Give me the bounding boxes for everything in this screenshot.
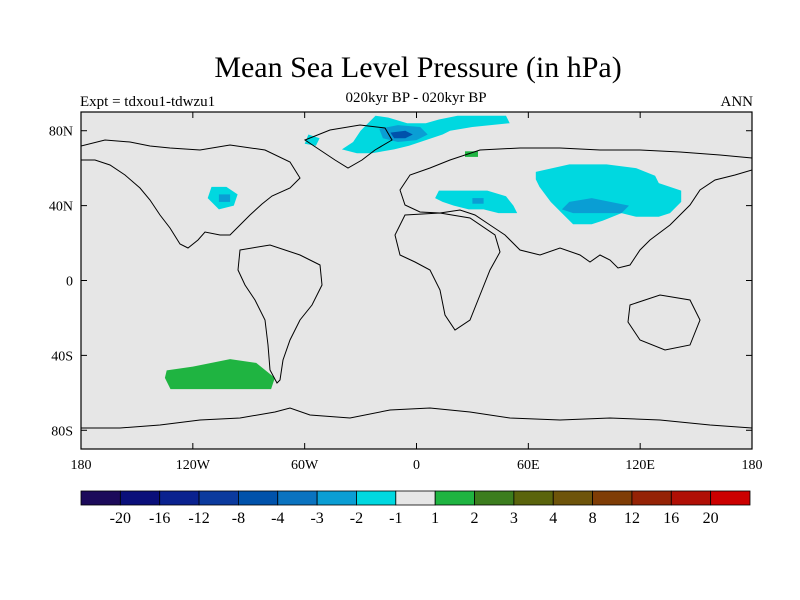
colorbar-swatch [159,490,200,506]
colorbar-label: 1 [431,510,439,527]
map-axes: 180 120W 60W 0 60E 120E 180 80N 40N 0 40S 80S [49,112,763,473]
colorbar-swatch [395,490,436,506]
colorbar-swatch [316,490,357,506]
colorbar-swatch [277,490,318,506]
colorbar-swatch [434,490,475,506]
colorbar-label: 2 [471,510,479,527]
colorbar-swatch [552,490,593,506]
anomaly-region-4 [390,130,413,139]
colorbar-label: -12 [188,510,209,527]
lon-tick-label: 60W [291,458,319,473]
coastline-greenland [303,124,393,169]
coastline-eurasia [399,147,752,269]
anomaly-region-2 [304,134,320,146]
colorbar-swatch [670,490,712,506]
colorbar-swatch [513,490,554,506]
lon-tick-label: 180 [742,458,763,473]
lon-tick-label: 180 [71,458,92,473]
lat-tick-label: 40N [49,200,73,215]
colorbar-swatch [474,490,515,506]
colorbar-label: 4 [549,510,557,527]
colorbar-swatch [356,490,397,506]
colorbar: -20 -16 -12 -8 -4 -3 -2 -1 1 2 3 4 8 12 16 20 [80,490,751,527]
lon-tick-label: 120W [176,458,211,473]
anomaly-region-9 [472,198,484,204]
period-label: ANN [720,94,754,110]
anomaly-regions [164,115,682,390]
colorbar-label: 20 [703,510,719,527]
colorbar-swatch [710,490,751,506]
experiment-label: Expt = tdxou1-tdwzu1 [80,94,216,110]
anomaly-region-12 [164,359,275,390]
anomaly-region-11 [218,194,231,202]
coastline-australia [627,294,701,351]
colorbar-swatch [238,490,279,506]
colorbar-label: -8 [232,510,245,527]
map-background [81,112,752,449]
coastlines [81,124,752,429]
colorbar-label: -3 [310,510,323,527]
coastline-north-america [81,139,301,249]
coastline-africa [394,212,501,331]
anomaly-region-8 [561,198,629,214]
lat-tick-label: 80N [49,125,73,140]
colorbar-label: 12 [624,510,640,527]
coastline-south-america [237,244,323,384]
lon-tick-label: 60E [517,458,540,473]
lon-tick-label: 0 [413,458,420,473]
colorbar-swatch [80,490,121,506]
lat-tick-label: 0 [66,275,73,290]
map-subtitle: 020kyr BP - 020kyr BP [345,90,487,106]
colorbar-label: -1 [389,510,402,527]
colorbar-label: 16 [663,510,679,527]
colorbar-label: -4 [271,510,284,527]
map-title: Mean Sea Level Pressure (in hPa) [214,51,622,84]
colorbar-label: 8 [589,510,597,527]
lon-tick-label: 120E [625,458,655,473]
colorbar-label: -20 [110,510,131,527]
colorbar-swatch [631,490,672,506]
colorbar-swatch [198,490,239,506]
colorbar-label: -2 [350,510,363,527]
anomaly-region-5 [465,151,478,157]
colorbar-label: 3 [510,510,518,527]
lat-tick-label: 80S [51,424,73,439]
coastline-antarctica [81,407,752,429]
colorbar-swatch [592,490,633,506]
lat-tick-label: 40S [51,349,73,364]
colorbar-swatch [119,490,161,506]
colorbar-label: -16 [149,510,170,527]
